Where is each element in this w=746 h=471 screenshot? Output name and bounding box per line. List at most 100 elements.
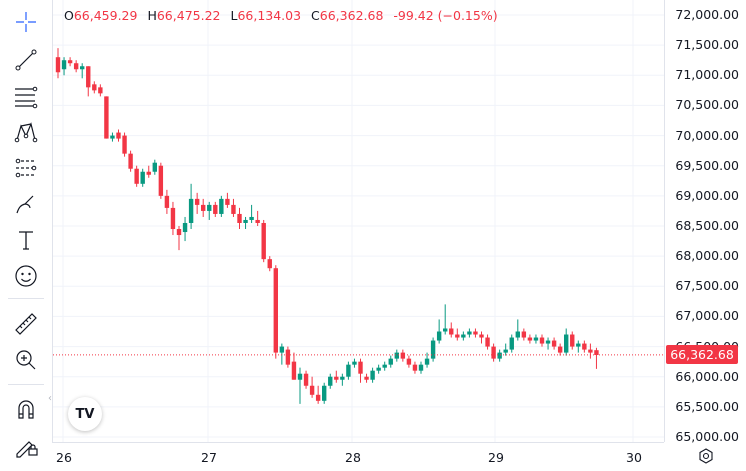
candle-up (418, 364, 424, 371)
candle-down (255, 219, 260, 223)
candle-up (140, 171, 145, 184)
price-tick-label: 68,500.00 (675, 218, 739, 233)
candle-up (152, 162, 157, 172)
price-tick-label: 71,500.00 (675, 37, 739, 53)
candle-down (557, 346, 563, 353)
close-label: C (311, 8, 320, 23)
text-icon[interactable] (10, 224, 42, 256)
candle-down (364, 376, 369, 380)
candle-up (279, 346, 285, 353)
candle-down (116, 132, 121, 139)
candle-down (412, 364, 418, 371)
price-tick-label: 70,500.00 (675, 97, 739, 113)
candle-down (55, 57, 61, 73)
candle-down (291, 361, 297, 380)
candle-down (128, 153, 133, 169)
candle-down (594, 350, 599, 356)
candle-down (170, 207, 176, 230)
candle-up (509, 337, 514, 350)
forecast-icon[interactable] (10, 152, 42, 184)
candle-down (358, 361, 363, 374)
trend-line-icon[interactable] (10, 44, 42, 76)
candle-down (273, 268, 278, 353)
price-tick-label: 67,000.00 (675, 308, 739, 324)
last-price-label: 66,362.68 (666, 345, 738, 365)
candle-down (570, 334, 575, 347)
crosshair-icon[interactable] (10, 6, 42, 38)
candle-up (249, 216, 254, 220)
candle-down (521, 331, 527, 338)
candle-down (237, 213, 242, 223)
candle-down (176, 229, 182, 236)
time-tick-label: 26 (56, 450, 72, 465)
candle-down (267, 259, 272, 269)
candle-down (122, 135, 127, 154)
candle-down (473, 331, 478, 335)
candle-down (406, 358, 412, 365)
candle-up (376, 367, 381, 371)
candle-down (485, 337, 490, 347)
candle-down (194, 198, 200, 205)
candle-up (545, 340, 551, 344)
candle-down (158, 165, 164, 196)
candle-up (424, 358, 430, 365)
candle-down (315, 394, 321, 401)
price-tick-label: 71,000.00 (675, 67, 739, 83)
price-axis[interactable]: 72,000.00 71,500.00 71,000.00 70,500.00 70,0… (664, 0, 746, 444)
collapse-toolbar-chevron-icon[interactable]: ‹ (48, 393, 52, 404)
candle-up (467, 331, 472, 335)
candle-down (582, 343, 587, 350)
candle-up (461, 334, 466, 338)
candle-down (588, 349, 593, 353)
high-value: 66,475.22 (156, 8, 221, 23)
candle-up (188, 198, 194, 223)
candle-down (539, 337, 545, 344)
candle-up (515, 331, 520, 338)
candle-up (394, 352, 399, 359)
candle-up (564, 334, 569, 353)
candle-up (346, 364, 351, 377)
candle-up (388, 358, 393, 365)
price-tick-label: 68,000.00 (675, 248, 739, 264)
candle-down (261, 222, 266, 260)
brush-icon[interactable] (10, 188, 42, 220)
ruler-icon[interactable] (10, 308, 42, 340)
candle-down (146, 171, 151, 175)
candle-up (533, 337, 539, 341)
candle-down (213, 204, 218, 214)
candle-down (67, 60, 73, 64)
fib-icon[interactable] (10, 80, 42, 112)
candle-down (73, 63, 79, 70)
tradingview-logo[interactable]: TV (68, 397, 102, 431)
candle-down (303, 373, 309, 386)
candlestick-chart[interactable] (53, 0, 665, 442)
pattern-icon[interactable] (10, 116, 42, 148)
zoom-in-icon[interactable] (10, 344, 42, 376)
lock-drawing-icon[interactable] (10, 430, 42, 462)
candle-up (328, 376, 333, 386)
candle-up (80, 66, 85, 70)
price-tick-label: 70,000.00 (675, 127, 739, 143)
candle-up (297, 373, 303, 380)
candle-up (322, 385, 327, 401)
settings-icon[interactable] (696, 446, 716, 466)
candle-down (285, 349, 291, 365)
emoji-icon[interactable] (10, 260, 42, 292)
magnet-icon[interactable] (10, 394, 42, 426)
candle-up (436, 331, 442, 341)
change-value: -99.42 (−0.15%) (393, 8, 498, 23)
open-value: 66,459.29 (73, 8, 138, 23)
time-tick-label: 27 (201, 450, 217, 465)
ohlc-legend: O66,459.29 H66,475.22 L66,134.03 C66,362… (64, 8, 504, 23)
time-axis[interactable]: 26 27 28 29 30 (52, 442, 664, 471)
price-tick-label: 69,000.00 (675, 187, 739, 203)
chart-pane[interactable] (52, 0, 665, 442)
close-value: 66,362.68 (319, 8, 384, 23)
low-value: 66,134.03 (237, 8, 302, 23)
candle-down (527, 337, 533, 341)
candle-down (104, 96, 109, 139)
candle-up (243, 219, 248, 223)
price-tick-label: 72,000.00 (675, 7, 739, 22)
candle-down (479, 334, 484, 338)
candle-down (400, 352, 406, 359)
